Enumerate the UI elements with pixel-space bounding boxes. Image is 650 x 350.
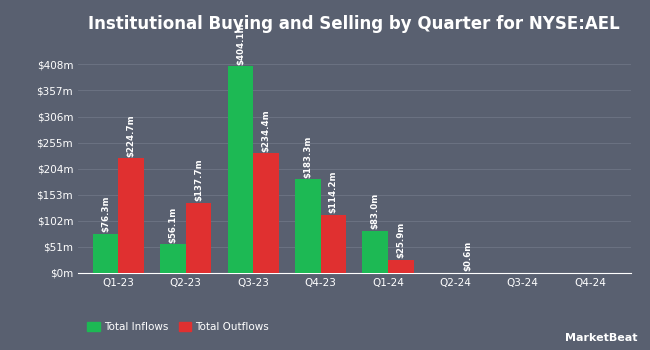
Text: $224.7m: $224.7m xyxy=(127,114,136,156)
Bar xyxy=(388,260,413,273)
Text: $404.1m: $404.1m xyxy=(236,22,245,65)
Text: $137.7m: $137.7m xyxy=(194,159,203,201)
Text: $234.4m: $234.4m xyxy=(261,109,270,152)
Bar xyxy=(320,215,346,273)
Bar xyxy=(362,231,388,273)
Text: $183.3m: $183.3m xyxy=(304,135,312,178)
Bar xyxy=(186,203,211,273)
Text: $25.9m: $25.9m xyxy=(396,222,405,258)
Title: Institutional Buying and Selling by Quarter for NYSE:AEL: Institutional Buying and Selling by Quar… xyxy=(88,15,620,33)
Text: $114.2m: $114.2m xyxy=(329,170,338,213)
Text: $56.1m: $56.1m xyxy=(168,206,177,243)
Text: MarketBeat: MarketBeat xyxy=(564,333,637,343)
Bar xyxy=(118,158,144,273)
Legend: Total Inflows, Total Outflows: Total Inflows, Total Outflows xyxy=(83,318,274,336)
Bar xyxy=(160,244,186,273)
Bar xyxy=(295,179,320,273)
Text: $76.3m: $76.3m xyxy=(101,196,110,232)
Text: $83.0m: $83.0m xyxy=(370,193,380,229)
Bar xyxy=(254,153,279,273)
Bar xyxy=(93,234,118,273)
Bar xyxy=(227,66,254,273)
Text: $0.6m: $0.6m xyxy=(463,241,473,271)
